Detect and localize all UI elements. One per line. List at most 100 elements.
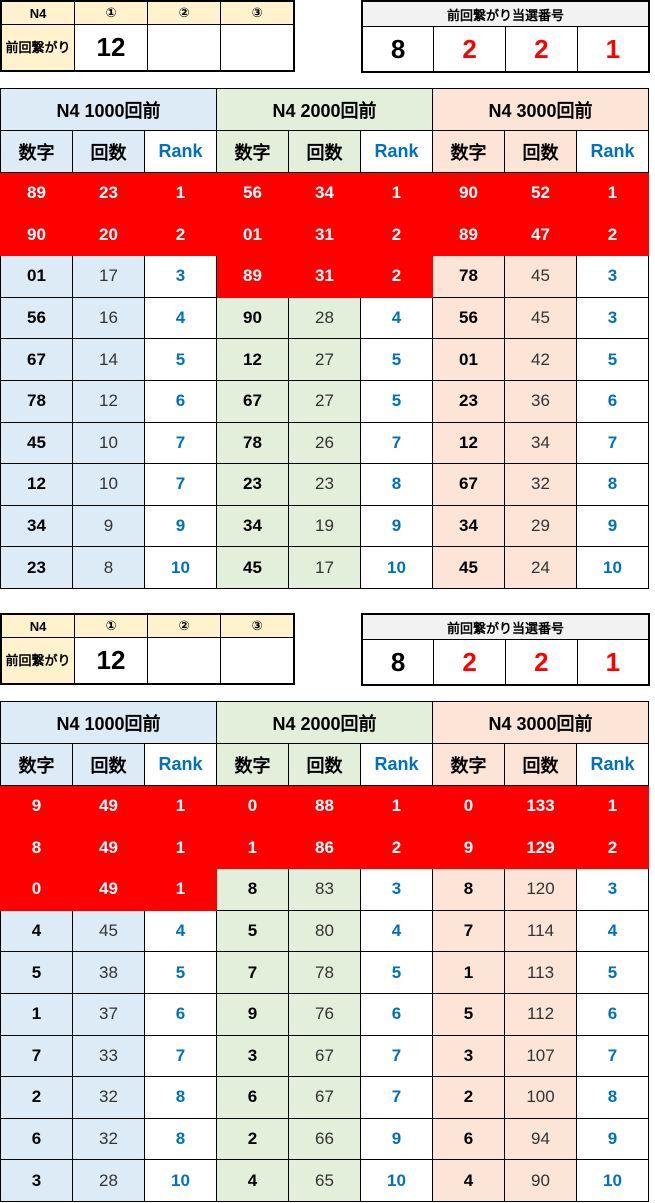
rank-cell: 7 xyxy=(144,421,217,465)
rank-cell: 6 xyxy=(144,379,217,423)
count-cell: 42 xyxy=(504,338,577,381)
digit-cell: 8 xyxy=(216,868,289,911)
digit-cell: 01 xyxy=(432,338,505,381)
count-cell: 67 xyxy=(288,1034,361,1078)
column-header: 回数 xyxy=(288,130,361,173)
digit-cell: 2 xyxy=(0,1076,73,1119)
table-row: 1 37 6 9 76 6 5 112 6 xyxy=(0,992,649,1036)
prev-header-cell: ② xyxy=(147,0,221,25)
rank-cell: 5 xyxy=(144,338,217,381)
digit-cell: 7 xyxy=(432,909,505,953)
group-title: N4 2000回前 xyxy=(216,701,433,744)
digit-cell: 4 xyxy=(432,1159,505,1202)
table-row: 7 33 7 3 67 7 3 107 7 xyxy=(0,1034,649,1078)
winning-digit: 2 xyxy=(433,26,506,73)
digit-cell: 0 xyxy=(0,868,73,911)
winning-number-table: 前回繋がり当選番号 8 2 2 1 xyxy=(361,613,650,686)
digit-cell: 8 xyxy=(432,868,505,911)
rank-cell: 6 xyxy=(576,992,649,1036)
table-row: 8 49 1 1 86 2 9 129 2 xyxy=(0,826,649,870)
digit-cell: 01 xyxy=(216,213,289,257)
digit-cell: 2 xyxy=(432,1076,505,1119)
count-cell: 32 xyxy=(504,463,577,506)
count-cell: 17 xyxy=(288,546,361,589)
rank-cell: 4 xyxy=(360,296,433,340)
digit-cell: 9 xyxy=(432,826,505,870)
digit-cell: 3 xyxy=(0,1159,73,1202)
digit-cell: 56 xyxy=(0,296,73,340)
digit-cell: 1 xyxy=(216,826,289,870)
column-header: Rank xyxy=(576,743,649,786)
column-header: 回数 xyxy=(72,743,145,786)
digit-cell: 12 xyxy=(216,338,289,381)
count-cell: 45 xyxy=(504,296,577,340)
count-cell: 45 xyxy=(72,909,145,953)
digit-cell: 01 xyxy=(0,255,73,298)
winning-digit: 8 xyxy=(361,639,435,686)
table-row: 01 17 3 89 31 2 78 45 3 xyxy=(0,255,649,298)
rank-cell: 1 xyxy=(144,172,217,215)
rank-cell: 6 xyxy=(144,992,217,1036)
rank-cell: 7 xyxy=(360,1034,433,1078)
count-cell: 27 xyxy=(288,379,361,423)
rank-cell: 7 xyxy=(360,421,433,465)
rank-cell: 9 xyxy=(360,1117,433,1161)
digit-cell: 1 xyxy=(432,951,505,994)
table-row: 2 32 8 6 67 7 2 100 8 xyxy=(0,1076,649,1119)
digit-cell: 78 xyxy=(216,421,289,465)
table-row: 0 49 1 8 83 3 8 120 3 xyxy=(0,868,649,911)
digit-cell: 3 xyxy=(216,1034,289,1078)
group-title: N4 1000回前 xyxy=(0,701,217,744)
rank-cell: 2 xyxy=(360,213,433,257)
digit-cell: 23 xyxy=(216,463,289,506)
rank-cell: 9 xyxy=(144,504,217,548)
group-title: N4 3000回前 xyxy=(432,701,649,744)
table-row: 78 12 6 67 27 5 23 36 6 xyxy=(0,379,649,423)
prev-header-cell: ③ xyxy=(220,613,295,638)
digit-cell: 1 xyxy=(0,992,73,1036)
winning-digit: 2 xyxy=(505,639,578,686)
digit-cell: 34 xyxy=(0,504,73,548)
rank-cell: 3 xyxy=(576,868,649,911)
rank-cell: 8 xyxy=(576,463,649,506)
digit-cell: 6 xyxy=(0,1117,73,1161)
group-title: N4 1000回前 xyxy=(0,88,217,131)
winning-digit: 8 xyxy=(361,26,435,73)
table-row: 67 14 5 12 27 5 01 42 5 xyxy=(0,338,649,381)
count-cell: 83 xyxy=(288,868,361,911)
rank-cell: 3 xyxy=(576,255,649,298)
prev-header-cell: ② xyxy=(147,613,221,638)
count-cell: 32 xyxy=(72,1076,145,1119)
count-cell: 112 xyxy=(504,992,577,1036)
rank-cell: 4 xyxy=(360,909,433,953)
rank-cell: 3 xyxy=(576,296,649,340)
count-cell: 49 xyxy=(72,826,145,870)
table-row: 34 9 9 34 19 9 34 29 9 xyxy=(0,504,649,548)
count-cell: 34 xyxy=(504,421,577,465)
prev-value-cell xyxy=(147,637,221,685)
column-header: Rank xyxy=(360,743,433,786)
winning-title: 前回繋がり当選番号 xyxy=(361,613,650,640)
digit-cell: 6 xyxy=(432,1117,505,1161)
count-cell: 94 xyxy=(504,1117,577,1161)
prev-value-cell xyxy=(147,24,221,72)
count-cell: 10 xyxy=(72,463,145,506)
digit-cell: 78 xyxy=(432,255,505,298)
count-cell: 33 xyxy=(72,1034,145,1078)
count-cell: 67 xyxy=(288,1076,361,1119)
count-cell: 23 xyxy=(288,463,361,506)
count-cell: 32 xyxy=(72,1117,145,1161)
count-cell: 114 xyxy=(504,909,577,953)
count-cell: 23 xyxy=(72,172,145,215)
rank-cell: 10 xyxy=(360,546,433,589)
digit-cell: 23 xyxy=(432,379,505,423)
group-title: N4 2000回前 xyxy=(216,88,433,131)
digit-cell: 9 xyxy=(216,992,289,1036)
count-cell: 38 xyxy=(72,951,145,994)
count-cell: 45 xyxy=(504,255,577,298)
digit-cell: 90 xyxy=(432,172,505,215)
rank-cell: 7 xyxy=(144,1034,217,1078)
count-cell: 52 xyxy=(504,172,577,215)
rank-cell: 6 xyxy=(360,992,433,1036)
count-cell: 88 xyxy=(288,785,361,828)
